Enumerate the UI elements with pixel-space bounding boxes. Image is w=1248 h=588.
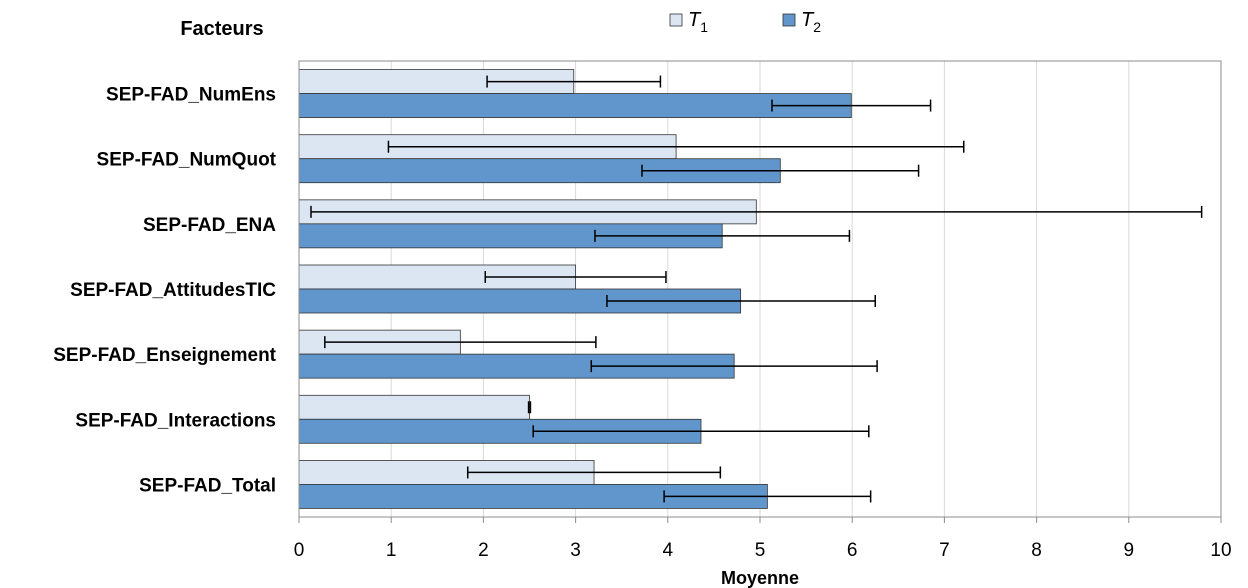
category-label: SEP-FAD_Interactions [75,410,276,431]
category-label: SEP-FAD_Enseignement [53,345,276,366]
bar-t1 [298,394,530,420]
category-label: SEP-FAD_ENA [143,215,276,236]
x-axis-tick-labels: 0 1 2 3 4 5 6 7 8 9 10 [294,540,1232,561]
x-tick-label: 5 [755,540,766,561]
x-tick-label: 2 [478,540,489,561]
category-label: SEP-FAD_Total [139,475,276,496]
x-tick-label: 10 [1210,540,1231,561]
bar-t2 [298,93,852,118]
bars-group [298,69,852,509]
x-tick-label: 4 [663,540,674,561]
legend: T1 T2 [669,9,821,35]
legend-label-t2: T2 [801,9,821,35]
x-tick-label: 6 [847,540,858,561]
category-labels: SEP-FAD_NumEns SEP-FAD_NumQuot SEP-FAD_ENA… [53,85,276,497]
error-bars-group [310,75,1203,503]
legend-swatch-t2 [782,13,796,27]
x-tick-label: 8 [1031,540,1042,561]
x-tick-label: 9 [1124,540,1135,561]
legend-swatch-t1 [669,13,683,27]
plot-area-frame [298,60,1222,518]
x-tick-label: 0 [294,540,305,561]
x-tick-label: 7 [939,540,950,561]
category-axis-title: Facteurs [180,18,263,40]
x-axis-title: Moyenne [721,568,799,588]
x-tick-label: 3 [570,540,581,561]
category-label: SEP-FAD_NumQuot [97,150,277,171]
legend-label-t1: T1 [688,9,708,35]
category-label: SEP-FAD_NumEns [106,85,276,106]
x-tick-label: 1 [386,540,397,561]
category-label: SEP-FAD_AttitudesTIC [70,280,276,301]
